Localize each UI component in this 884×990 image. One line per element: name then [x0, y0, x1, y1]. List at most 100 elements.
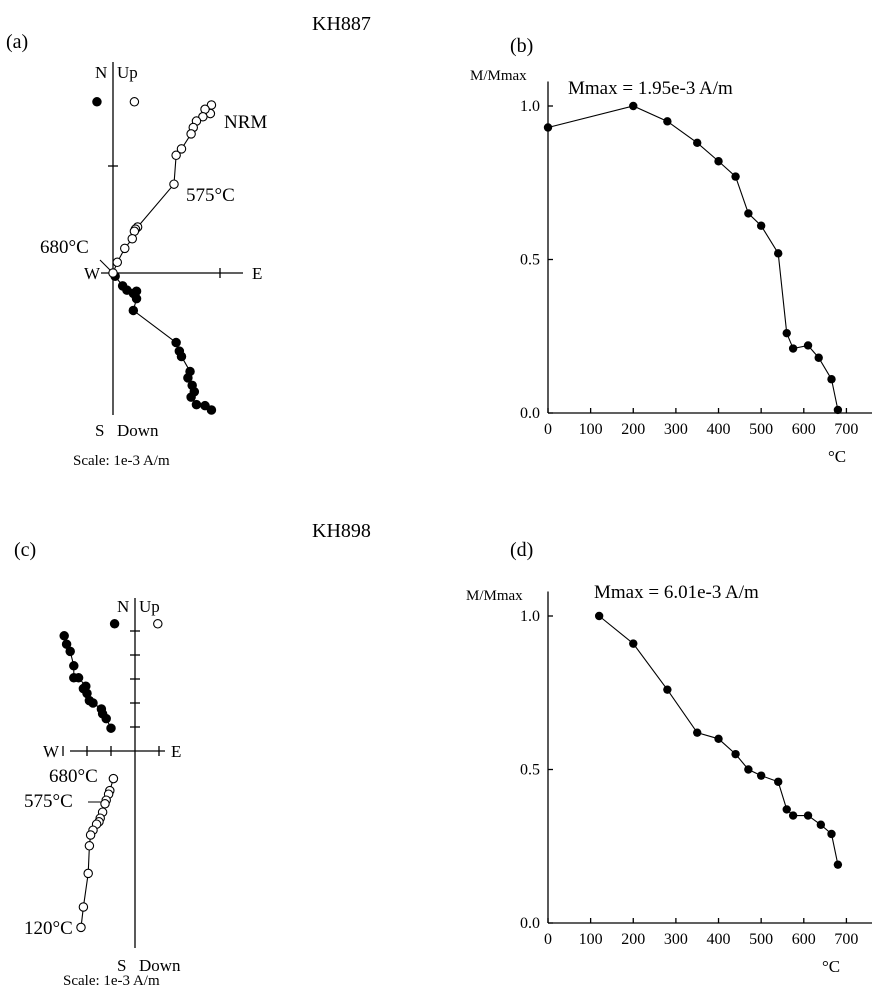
- annotation-575c: 575°C: [24, 791, 73, 812]
- demag-data-point: [833, 405, 843, 415]
- demag-data-point: [756, 221, 766, 230]
- demag-data-point: [594, 611, 604, 621]
- legend-filled-symbol: [109, 619, 120, 629]
- demag-data-point: [827, 375, 836, 384]
- axis-label-west: W: [84, 264, 101, 283]
- horizontal-component-point: [187, 380, 197, 391]
- axis-label-north: N: [117, 597, 129, 616]
- vertical-component-point: [100, 799, 110, 809]
- panel-label-a: (a): [6, 31, 28, 53]
- axis-label-down: Down: [117, 421, 159, 440]
- demag-plot-b: M/Mmax Mmax = 1.95e-3 A/m °C 0 100 200 300 4…: [470, 68, 872, 466]
- annotation-575c: 575°C: [186, 185, 235, 206]
- horizontal-component-point: [200, 400, 210, 411]
- axis-label-east: E: [252, 264, 262, 283]
- demag-data-point: [629, 639, 638, 648]
- demag-data-point: [816, 820, 826, 829]
- horizontal-component-point: [117, 281, 128, 291]
- axis-label-up: Up: [117, 63, 138, 82]
- vertical-component-point: [84, 841, 95, 851]
- demag-data-point: [714, 734, 723, 743]
- x-tick-label: 100: [579, 931, 603, 948]
- demag-data-point: [774, 777, 783, 786]
- vertical-component-point: [85, 830, 96, 840]
- horizontal-component-point: [69, 673, 79, 683]
- annotation-680c-leader: [99, 259, 112, 272]
- demag-data-point: [714, 157, 723, 166]
- x-axis-unit: °C: [828, 447, 846, 466]
- x-tick-label: 200: [621, 931, 645, 948]
- x-tick-label: 300: [664, 931, 688, 948]
- x-tick-label: 200: [621, 421, 645, 438]
- demag-data-point: [782, 328, 791, 338]
- annotation-nrm: NRM: [224, 112, 267, 133]
- panel-label-b: (b): [510, 35, 533, 57]
- vertical-component-point: [186, 129, 196, 139]
- y-tick-label: 1.0: [520, 98, 540, 115]
- demag-data-point: [774, 249, 783, 258]
- horizontal-component-point: [191, 399, 202, 410]
- axis-label-down: Down: [139, 956, 181, 975]
- mmax-annotation: Mmax = 6.01e-3 A/m: [594, 582, 759, 603]
- y-tick-label: 0.0: [520, 915, 540, 932]
- horizontal-component-point: [96, 704, 107, 714]
- y-axis-label: M/Mmax: [466, 588, 523, 604]
- axis-label-west: W: [43, 742, 60, 761]
- specimen-title-bottom: KH898: [312, 520, 371, 542]
- x-tick-label: 500: [749, 421, 773, 438]
- y-tick-label: 0.5: [520, 252, 540, 269]
- horizontal-component-point: [106, 723, 116, 733]
- y-axis-label: M/Mmax: [470, 68, 527, 84]
- axis-label-south: S: [95, 421, 104, 440]
- demag-curve-line: [547, 105, 839, 411]
- vertical-component-point: [169, 179, 179, 189]
- x-tick-label: 700: [834, 421, 858, 438]
- y-tick-label: 1.0: [520, 608, 540, 625]
- zijderveld-plot-c: N Up S Down W E Scale: 1e-3 A/m 680°C 57…: [24, 597, 181, 989]
- demag-data-point: [693, 728, 702, 737]
- vertical-component-point: [176, 144, 187, 154]
- x-tick-label: 300: [664, 421, 688, 438]
- annotation-680c: 680°C: [49, 766, 98, 787]
- vertical-component-point: [127, 234, 138, 244]
- axis-label-up: Up: [139, 597, 160, 616]
- horizontal-component-point: [69, 661, 79, 671]
- scale-label: Scale: 1e-3 A/m: [63, 973, 160, 989]
- scale-label: Scale: 1e-3 A/m: [73, 453, 170, 469]
- demag-data-point: [663, 117, 672, 126]
- vertical-component-point: [198, 112, 208, 122]
- demag-data-point: [663, 685, 672, 694]
- specimen-title-top: KH887: [312, 13, 371, 35]
- demag-data-point: [756, 771, 766, 780]
- demag-data-point: [629, 101, 638, 111]
- vertical-component-point: [112, 257, 123, 268]
- horizontal-component-point: [174, 346, 185, 356]
- annotation-120c: 120°C: [24, 918, 73, 939]
- x-tick-label: 0: [544, 421, 552, 438]
- demag-data-point: [744, 765, 753, 774]
- axis-label-north: N: [95, 63, 107, 82]
- demag-data-point: [731, 172, 740, 181]
- horizontal-component-point: [171, 337, 181, 348]
- vertical-component-point: [108, 268, 118, 278]
- y-tick-label: 0.5: [520, 762, 540, 779]
- demag-data-point: [788, 811, 798, 820]
- x-tick-label: 400: [707, 931, 731, 948]
- demag-data-point: [803, 811, 813, 820]
- horizontal-component-point: [131, 286, 142, 296]
- x-tick-label: 700: [834, 931, 858, 948]
- demag-data-point: [833, 860, 843, 869]
- demag-data-point: [731, 749, 740, 759]
- zijderveld-plot-a: N Up S Down W E Scale: 1e-3 A/m NRM 575°…: [40, 62, 267, 469]
- vertical-component-point: [171, 150, 181, 161]
- demag-data-point: [827, 829, 836, 839]
- demag-data-point: [744, 209, 753, 218]
- x-tick-label: 100: [579, 421, 603, 438]
- vertical-component-point: [83, 868, 93, 879]
- panel-label-d: (d): [510, 539, 533, 561]
- demag-data-point: [543, 123, 553, 132]
- demag-data-point: [693, 138, 702, 148]
- axis-label-east: E: [171, 742, 181, 761]
- horizontal-component-point: [185, 366, 195, 377]
